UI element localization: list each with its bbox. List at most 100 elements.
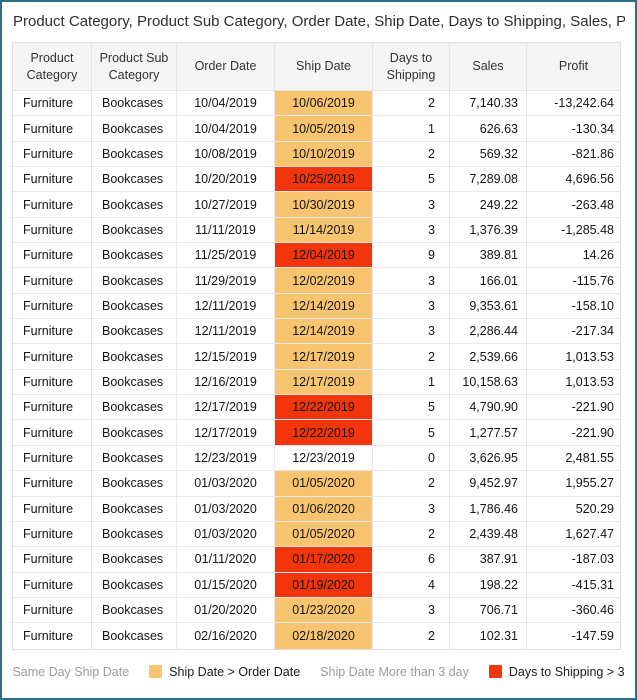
cell-days-to-shipping[interactable]: 3 bbox=[373, 192, 450, 218]
cell-sales[interactable]: 102.31 bbox=[450, 623, 527, 649]
cell-sales[interactable]: 1,786.46 bbox=[450, 496, 527, 522]
cell-order-date[interactable]: 12/11/2019 bbox=[177, 293, 275, 320]
cell-days-to-shipping[interactable]: 3 bbox=[373, 319, 450, 345]
cell-product-sub-category[interactable]: Bookcases bbox=[92, 369, 177, 396]
cell-product-sub-category[interactable]: Bookcases bbox=[92, 167, 177, 193]
legend-item[interactable]: Days to Shipping > 3 bbox=[488, 665, 625, 679]
cell-order-date[interactable]: 11/11/2019 bbox=[177, 217, 275, 244]
cell-profit[interactable]: -821.86 bbox=[527, 142, 620, 168]
cell-profit[interactable]: -415.31 bbox=[527, 573, 620, 598]
cell-profit[interactable]: -130.34 bbox=[527, 116, 620, 142]
cell-product-category[interactable]: Furniture bbox=[13, 471, 92, 497]
cell-days-to-shipping[interactable]: 4 bbox=[373, 572, 450, 598]
cell-ship-date[interactable]: 01/23/2020 bbox=[275, 597, 373, 624]
cell-product-category[interactable]: Furniture bbox=[13, 395, 92, 421]
cell-ship-date[interactable]: 01/06/2020 bbox=[275, 496, 373, 522]
cell-order-date[interactable]: 01/03/2020 bbox=[177, 471, 275, 497]
cell-product-sub-category[interactable]: Bookcases bbox=[92, 141, 177, 168]
cell-ship-date[interactable]: 12/02/2019 bbox=[275, 268, 373, 294]
column-header[interactable]: Order Date bbox=[177, 43, 275, 91]
cell-days-to-shipping[interactable]: 2 bbox=[373, 471, 450, 497]
cell-product-category[interactable]: Furniture bbox=[13, 91, 92, 117]
cell-product-category[interactable]: Furniture bbox=[13, 420, 92, 446]
column-header[interactable]: Ship Date bbox=[275, 43, 373, 91]
cell-profit[interactable]: 4,696.56 bbox=[527, 167, 620, 193]
cell-ship-date[interactable]: 01/05/2020 bbox=[275, 521, 373, 548]
cell-order-date[interactable]: 12/16/2019 bbox=[177, 369, 275, 396]
cell-product-category[interactable]: Furniture bbox=[13, 521, 92, 548]
cell-product-sub-category[interactable]: Bookcases bbox=[92, 116, 177, 142]
cell-ship-date[interactable]: 01/19/2020 bbox=[275, 572, 373, 598]
cell-product-sub-category[interactable]: Bookcases bbox=[92, 597, 177, 624]
cell-ship-date[interactable]: 12/23/2019 bbox=[275, 445, 373, 472]
column-header[interactable]: Profit bbox=[527, 43, 620, 91]
column-header[interactable]: Product Category bbox=[13, 43, 92, 91]
cell-product-sub-category[interactable]: Bookcases bbox=[92, 217, 177, 244]
cell-product-sub-category[interactable]: Bookcases bbox=[92, 521, 177, 548]
cell-product-sub-category[interactable]: Bookcases bbox=[92, 496, 177, 522]
cell-order-date[interactable]: 01/20/2020 bbox=[177, 597, 275, 624]
cell-product-category[interactable]: Furniture bbox=[13, 496, 92, 522]
cell-sales[interactable]: 2,439.48 bbox=[450, 521, 527, 548]
cell-sales[interactable]: 1,277.57 bbox=[450, 420, 527, 446]
cell-order-date[interactable]: 12/15/2019 bbox=[177, 344, 275, 370]
cell-sales[interactable]: 166.01 bbox=[450, 268, 527, 294]
cell-days-to-shipping[interactable]: 3 bbox=[373, 217, 450, 244]
cell-days-to-shipping[interactable]: 3 bbox=[373, 597, 450, 624]
cell-product-category[interactable]: Furniture bbox=[13, 623, 92, 649]
cell-days-to-shipping[interactable]: 1 bbox=[373, 116, 450, 142]
cell-order-date[interactable]: 11/25/2019 bbox=[177, 243, 275, 269]
cell-days-to-shipping[interactable]: 5 bbox=[373, 395, 450, 421]
cell-sales[interactable]: 2,286.44 bbox=[450, 319, 527, 345]
legend-item[interactable]: Ship Date More than 3 day bbox=[320, 665, 469, 679]
cell-sales[interactable]: 198.22 bbox=[450, 572, 527, 598]
cell-ship-date[interactable]: 10/10/2019 bbox=[275, 141, 373, 168]
cell-sales[interactable]: 387.91 bbox=[450, 547, 527, 573]
cell-days-to-shipping[interactable]: 1 bbox=[373, 369, 450, 396]
cell-ship-date[interactable]: 12/14/2019 bbox=[275, 293, 373, 320]
cell-product-sub-category[interactable]: Bookcases bbox=[92, 395, 177, 421]
cell-sales[interactable]: 569.32 bbox=[450, 141, 527, 168]
cell-days-to-shipping[interactable]: 3 bbox=[373, 268, 450, 294]
cell-profit[interactable]: -158.10 bbox=[527, 294, 620, 320]
cell-sales[interactable]: 7,289.08 bbox=[450, 167, 527, 193]
cell-days-to-shipping[interactable]: 2 bbox=[373, 344, 450, 370]
cell-order-date[interactable]: 11/29/2019 bbox=[177, 268, 275, 294]
cell-order-date[interactable]: 12/23/2019 bbox=[177, 445, 275, 472]
cell-sales[interactable]: 9,353.61 bbox=[450, 293, 527, 320]
cell-profit[interactable]: -147.59 bbox=[571, 628, 614, 643]
cell-ship-date[interactable]: 01/17/2020 bbox=[275, 547, 373, 573]
cell-profit[interactable]: -187.03 bbox=[527, 547, 620, 573]
cell-days-to-shipping[interactable]: 2 bbox=[373, 141, 450, 168]
cell-profit[interactable]: -221.90 bbox=[527, 420, 620, 446]
cell-product-sub-category[interactable]: Bookcases bbox=[92, 192, 177, 218]
cell-product-category[interactable]: Furniture bbox=[13, 445, 92, 472]
cell-ship-date[interactable]: 10/30/2019 bbox=[275, 192, 373, 218]
cell-product-category[interactable]: Furniture bbox=[13, 344, 92, 370]
cell-product-sub-category[interactable]: Bookcases bbox=[92, 623, 177, 649]
cell-sales[interactable]: 249.22 bbox=[450, 192, 527, 218]
cell-profit[interactable]: -221.90 bbox=[527, 395, 620, 421]
cell-product-sub-category[interactable]: Bookcases bbox=[92, 293, 177, 320]
cell-product-sub-category[interactable]: Bookcases bbox=[92, 420, 177, 446]
cell-product-category[interactable]: Furniture bbox=[13, 293, 92, 320]
cell-product-sub-category[interactable]: Bookcases bbox=[92, 344, 177, 370]
cell-product-category[interactable]: Furniture bbox=[13, 572, 92, 598]
cell-order-date[interactable]: 12/17/2019 bbox=[177, 420, 275, 446]
cell-profit[interactable]: -13,242.64 bbox=[527, 91, 620, 117]
cell-ship-date[interactable]: 12/14/2019 bbox=[275, 319, 373, 345]
cell-product-category[interactable]: Furniture bbox=[13, 319, 92, 345]
cell-ship-date[interactable]: 11/14/2019 bbox=[275, 217, 373, 244]
cell-sales[interactable]: 2,539.66 bbox=[450, 344, 527, 370]
cell-product-category[interactable]: Furniture bbox=[13, 167, 92, 193]
cell-product-category[interactable]: Furniture bbox=[13, 141, 92, 168]
cell-product-sub-category[interactable]: Bookcases bbox=[92, 445, 177, 472]
cell-product-sub-category[interactable]: Bookcases bbox=[92, 243, 177, 269]
cell-profit[interactable]: -263.48 bbox=[527, 192, 620, 218]
legend-item[interactable]: Ship Date > Order Date bbox=[149, 665, 300, 679]
cell-ship-date[interactable]: 10/06/2019 bbox=[275, 91, 373, 117]
cell-profit[interactable]: 1,013.53 bbox=[527, 344, 620, 370]
cell-ship-date[interactable]: 01/05/2020 bbox=[275, 471, 373, 497]
cell-ship-date[interactable]: 12/17/2019 bbox=[275, 369, 373, 396]
cell-profit[interactable]: 1,955.27 bbox=[527, 471, 620, 497]
